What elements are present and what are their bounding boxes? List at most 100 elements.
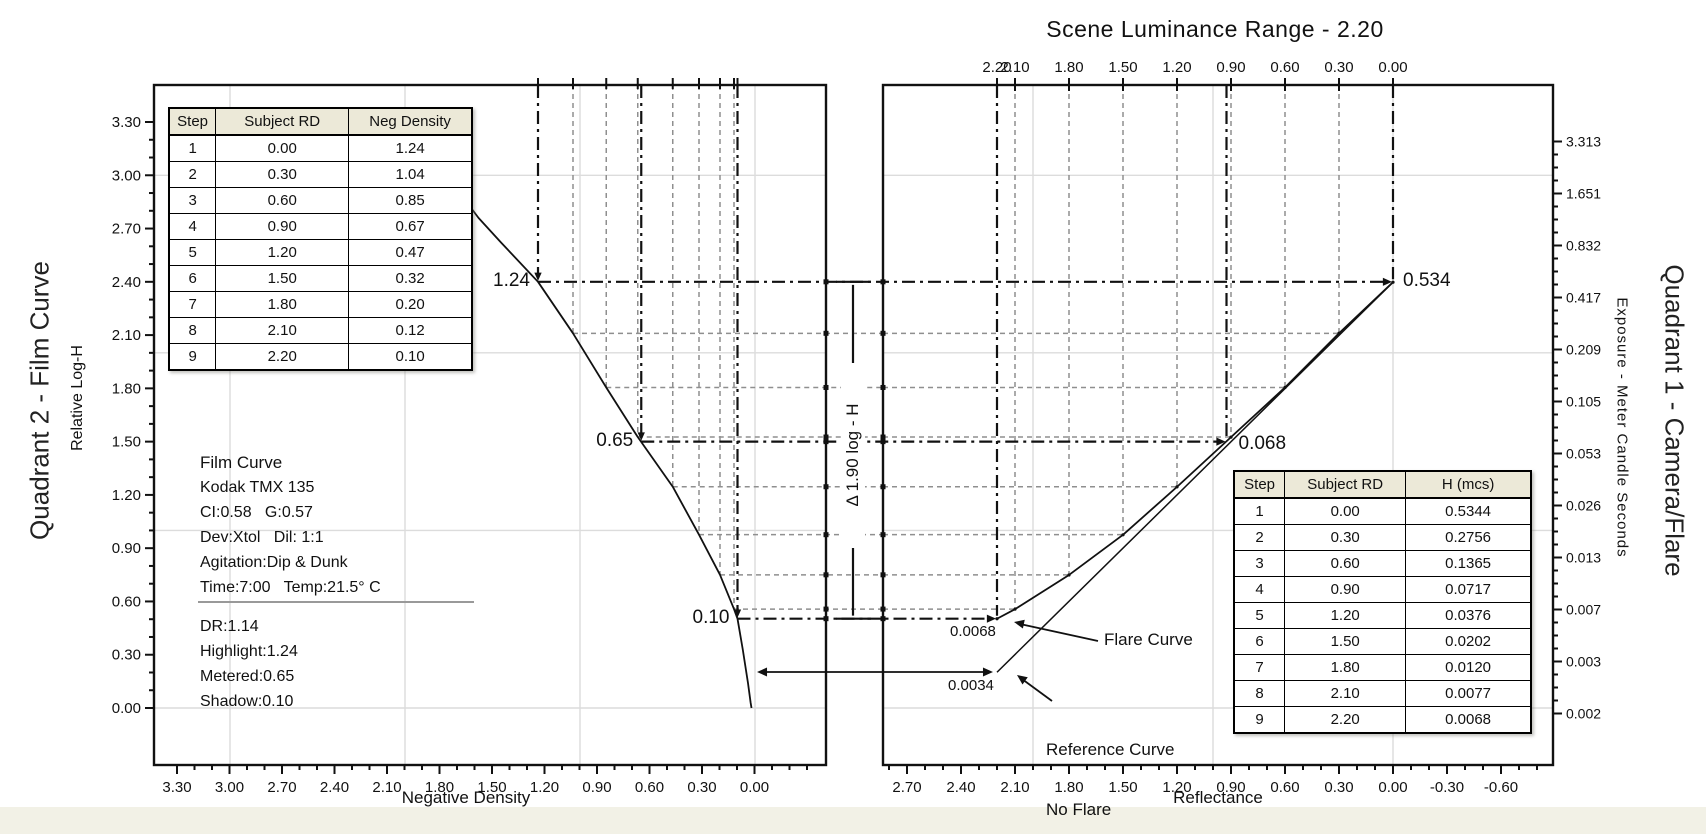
right-y-tick-label: 3.313	[1566, 134, 1601, 150]
flare-callout-arrowhead	[1014, 619, 1025, 629]
left-plot-border	[152, 83, 828, 767]
x-tick-label: 2.10	[372, 779, 401, 796]
y-tick-label: 3.30	[112, 114, 141, 131]
flare-curve-callout: Flare Curve	[1104, 630, 1193, 649]
reference-transfer-arrow-left	[757, 667, 768, 677]
right-y-tick-label: 0.209	[1566, 342, 1601, 358]
table-header: Subject RD	[1284, 470, 1407, 499]
y-tick-label: 0.60	[112, 593, 141, 610]
x-tick-label: 2.40	[320, 779, 349, 796]
table-cell: 0.2756	[1405, 524, 1532, 551]
table-cell: 1.50	[1284, 628, 1407, 655]
x-tick-label: 0.30	[687, 779, 716, 796]
table-row: 2 0.30 0.2756	[1233, 524, 1532, 551]
reference-callout-arrow-line	[1021, 678, 1053, 702]
flare-curve-point	[1013, 607, 1017, 611]
right-y-axis-title: Exposure - Meter Candle Seconds	[1613, 296, 1631, 558]
left-key-value-label: 1.24	[493, 269, 530, 291]
x-tick-label: 0.90	[1216, 779, 1245, 796]
reference-callout-arrowhead	[1017, 675, 1028, 685]
info-line: Film Curve	[200, 453, 283, 472]
key-point-arrow-right	[1216, 437, 1226, 446]
info-line: Metered:0.65	[200, 668, 295, 685]
x-tick-label: 1.50	[1108, 779, 1137, 796]
x-tick-label: 3.30	[162, 779, 191, 796]
right-key-value-label: 0.068	[1238, 433, 1287, 455]
flare-curve-point	[995, 617, 999, 621]
info-line: DR:1.14	[200, 618, 259, 635]
table-cell: 9	[168, 343, 217, 371]
table-row: 9 2.20 0.10	[168, 343, 473, 371]
table-cell: 0.30	[215, 161, 350, 188]
table-cell: 0.5344	[1405, 497, 1532, 525]
table-row: 1 0.00 1.24	[168, 134, 473, 162]
table-cell: 0.0120	[1405, 654, 1532, 681]
x-tick-label: -0.60	[1484, 779, 1518, 796]
table-cell: 0.47	[348, 239, 473, 266]
table-row: 8 2.10 0.12	[168, 317, 473, 344]
table-cell: 4	[1233, 576, 1286, 603]
x-tick-label: -0.30	[1430, 779, 1464, 796]
table-cell: 0.0376	[1405, 602, 1532, 629]
table-row: 2 0.30 1.04	[168, 161, 473, 188]
info-line: Highlight:1.24	[200, 643, 298, 660]
reference-curve-callout: Reference Curve No Flare	[1046, 740, 1175, 819]
x-tick-label: 0.30	[1324, 779, 1353, 796]
table-row: 3 0.60 0.85	[168, 187, 473, 214]
y-tick-label: 2.40	[112, 274, 141, 291]
left-key-value-label: 0.10	[692, 606, 730, 628]
table-cell: 0.67	[348, 213, 473, 240]
table-cell: 1	[168, 134, 217, 162]
right-x-axis-title: Reflectance	[1173, 788, 1263, 807]
right-y-tick-label: 0.105	[1566, 394, 1601, 410]
table-cell: 1.20	[215, 239, 350, 266]
top-tick-label: 0.60	[1270, 59, 1299, 76]
info-line: Dev:Xtol Dil: 1:1	[200, 529, 324, 546]
y-tick-label: 0.30	[112, 647, 141, 664]
info-line: Shadow:0.10	[200, 693, 294, 710]
x-tick-label: 2.40	[946, 779, 975, 796]
table-header: Neg Density	[348, 107, 473, 136]
page-bottom-strip	[0, 807, 1706, 834]
x-tick-label: 2.10	[1000, 779, 1029, 796]
flare-curve-point	[1175, 485, 1179, 489]
info-line: Time:7:00 Temp:21.5° C	[200, 579, 381, 596]
y-tick-label: 1.20	[112, 487, 141, 504]
x-tick-label: 2.70	[267, 779, 296, 796]
table-cell: 2.20	[215, 343, 350, 371]
right-y-tick-label: 0.003	[1566, 654, 1601, 670]
x-tick-label: 0.60	[1270, 779, 1299, 796]
flare-curve-point	[1121, 533, 1125, 537]
flare-curve-point	[1067, 573, 1071, 577]
x-tick-label: 0.60	[635, 779, 664, 796]
table-cell: 3	[1233, 550, 1286, 577]
table-cell: 2.10	[215, 317, 350, 344]
top-tick-label: 0.00	[1378, 59, 1407, 76]
x-tick-label: 1.50	[477, 779, 506, 796]
table-row: 7 1.80 0.0120	[1233, 654, 1532, 681]
table-row: 7 1.80 0.20	[168, 291, 473, 318]
table-row: 5 1.20 0.0376	[1233, 602, 1532, 629]
top-tick-label: 2.20	[982, 59, 1011, 76]
flare-end-value: 0.0068	[950, 623, 996, 640]
info-line: Agitation:Dip & Dunk	[200, 554, 348, 571]
table-cell: 1.24	[348, 134, 473, 162]
table-cell: 0.20	[348, 291, 473, 318]
reference-curve	[996, 281, 1394, 673]
table-cell: 7	[1233, 654, 1286, 681]
table-header: Step	[168, 107, 217, 136]
left-key-value-label: 0.65	[596, 429, 634, 451]
table-cell: 4	[168, 213, 217, 240]
table-cell: 0.90	[1284, 576, 1407, 603]
top-tick-label: 1.80	[1054, 59, 1083, 76]
table-cell: 5	[1233, 602, 1286, 629]
table-cell: 0.0068	[1405, 706, 1532, 734]
y-tick-label: 1.50	[112, 434, 141, 451]
table-cell: 1.50	[215, 265, 350, 292]
chart-title: Scene Luminance Range - 2.20	[1046, 16, 1384, 42]
right-y-tick-label: 0.832	[1566, 238, 1601, 254]
film-curve-info-block: Film Curve Kodak TMX 135 CI:0.58 G:0.57 Dev…	[200, 450, 381, 714]
table-cell: 2.10	[1284, 680, 1407, 707]
